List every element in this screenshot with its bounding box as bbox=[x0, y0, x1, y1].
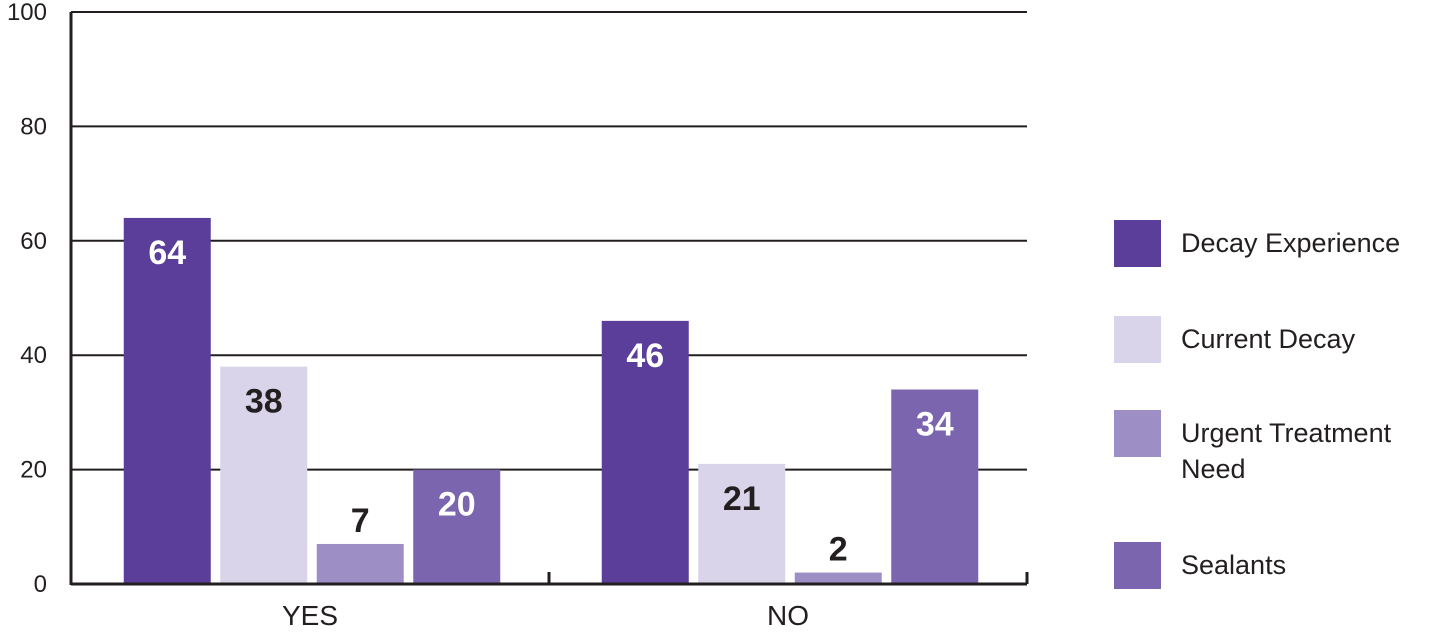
legend-item-urgent-treatment-need: Urgent Treatment Need bbox=[1114, 410, 1421, 487]
bar bbox=[316, 543, 404, 584]
data-labels: 64 38 7 20 46 21 2 34 bbox=[148, 234, 953, 569]
legend-swatch bbox=[1114, 316, 1161, 363]
legend-label: Decay Experience bbox=[1181, 228, 1401, 258]
x-category-labels: YES NO bbox=[282, 600, 809, 631]
data-label: 64 bbox=[148, 234, 186, 272]
bar bbox=[698, 463, 786, 584]
legend-label: Urgent Treatment Need bbox=[1181, 418, 1392, 484]
y-tick-label: 20 bbox=[20, 457, 47, 484]
y-tick-label: 60 bbox=[20, 228, 47, 255]
data-label: 2 bbox=[829, 531, 848, 569]
legend-swatch bbox=[1114, 542, 1161, 589]
x-category-label: NO bbox=[767, 600, 809, 631]
legend-swatch bbox=[1114, 220, 1161, 267]
bar bbox=[123, 217, 211, 585]
y-tick-labels: 0 20 40 60 80 100 bbox=[7, 0, 47, 598]
data-label: 38 bbox=[245, 383, 283, 421]
legend-swatch bbox=[1114, 410, 1161, 457]
legend-item-sealants: Sealants bbox=[1114, 542, 1421, 589]
bar bbox=[601, 320, 689, 584]
gridlines bbox=[71, 11, 1027, 471]
axes bbox=[69, 12, 1029, 586]
bars bbox=[123, 217, 979, 585]
data-label: 7 bbox=[351, 502, 370, 540]
y-tick-label: 0 bbox=[34, 571, 47, 598]
data-label: 34 bbox=[916, 406, 954, 444]
legend-item-decay-experience: Decay Experience bbox=[1114, 220, 1421, 267]
bar bbox=[220, 366, 308, 584]
bar bbox=[891, 389, 979, 584]
legend-label: Sealants bbox=[1181, 550, 1287, 580]
y-tick-label: 80 bbox=[20, 113, 47, 140]
bar bbox=[794, 572, 882, 584]
bar bbox=[413, 469, 501, 584]
y-tick-label: 40 bbox=[20, 342, 47, 369]
data-label: 21 bbox=[723, 480, 761, 518]
data-label: 20 bbox=[438, 486, 476, 524]
legend-label: Current Decay bbox=[1181, 324, 1356, 354]
legend-item-current-decay: Current Decay bbox=[1114, 316, 1421, 363]
y-tick-label: 100 bbox=[7, 0, 47, 26]
data-label: 46 bbox=[626, 337, 664, 375]
x-category-label: YES bbox=[282, 600, 338, 631]
